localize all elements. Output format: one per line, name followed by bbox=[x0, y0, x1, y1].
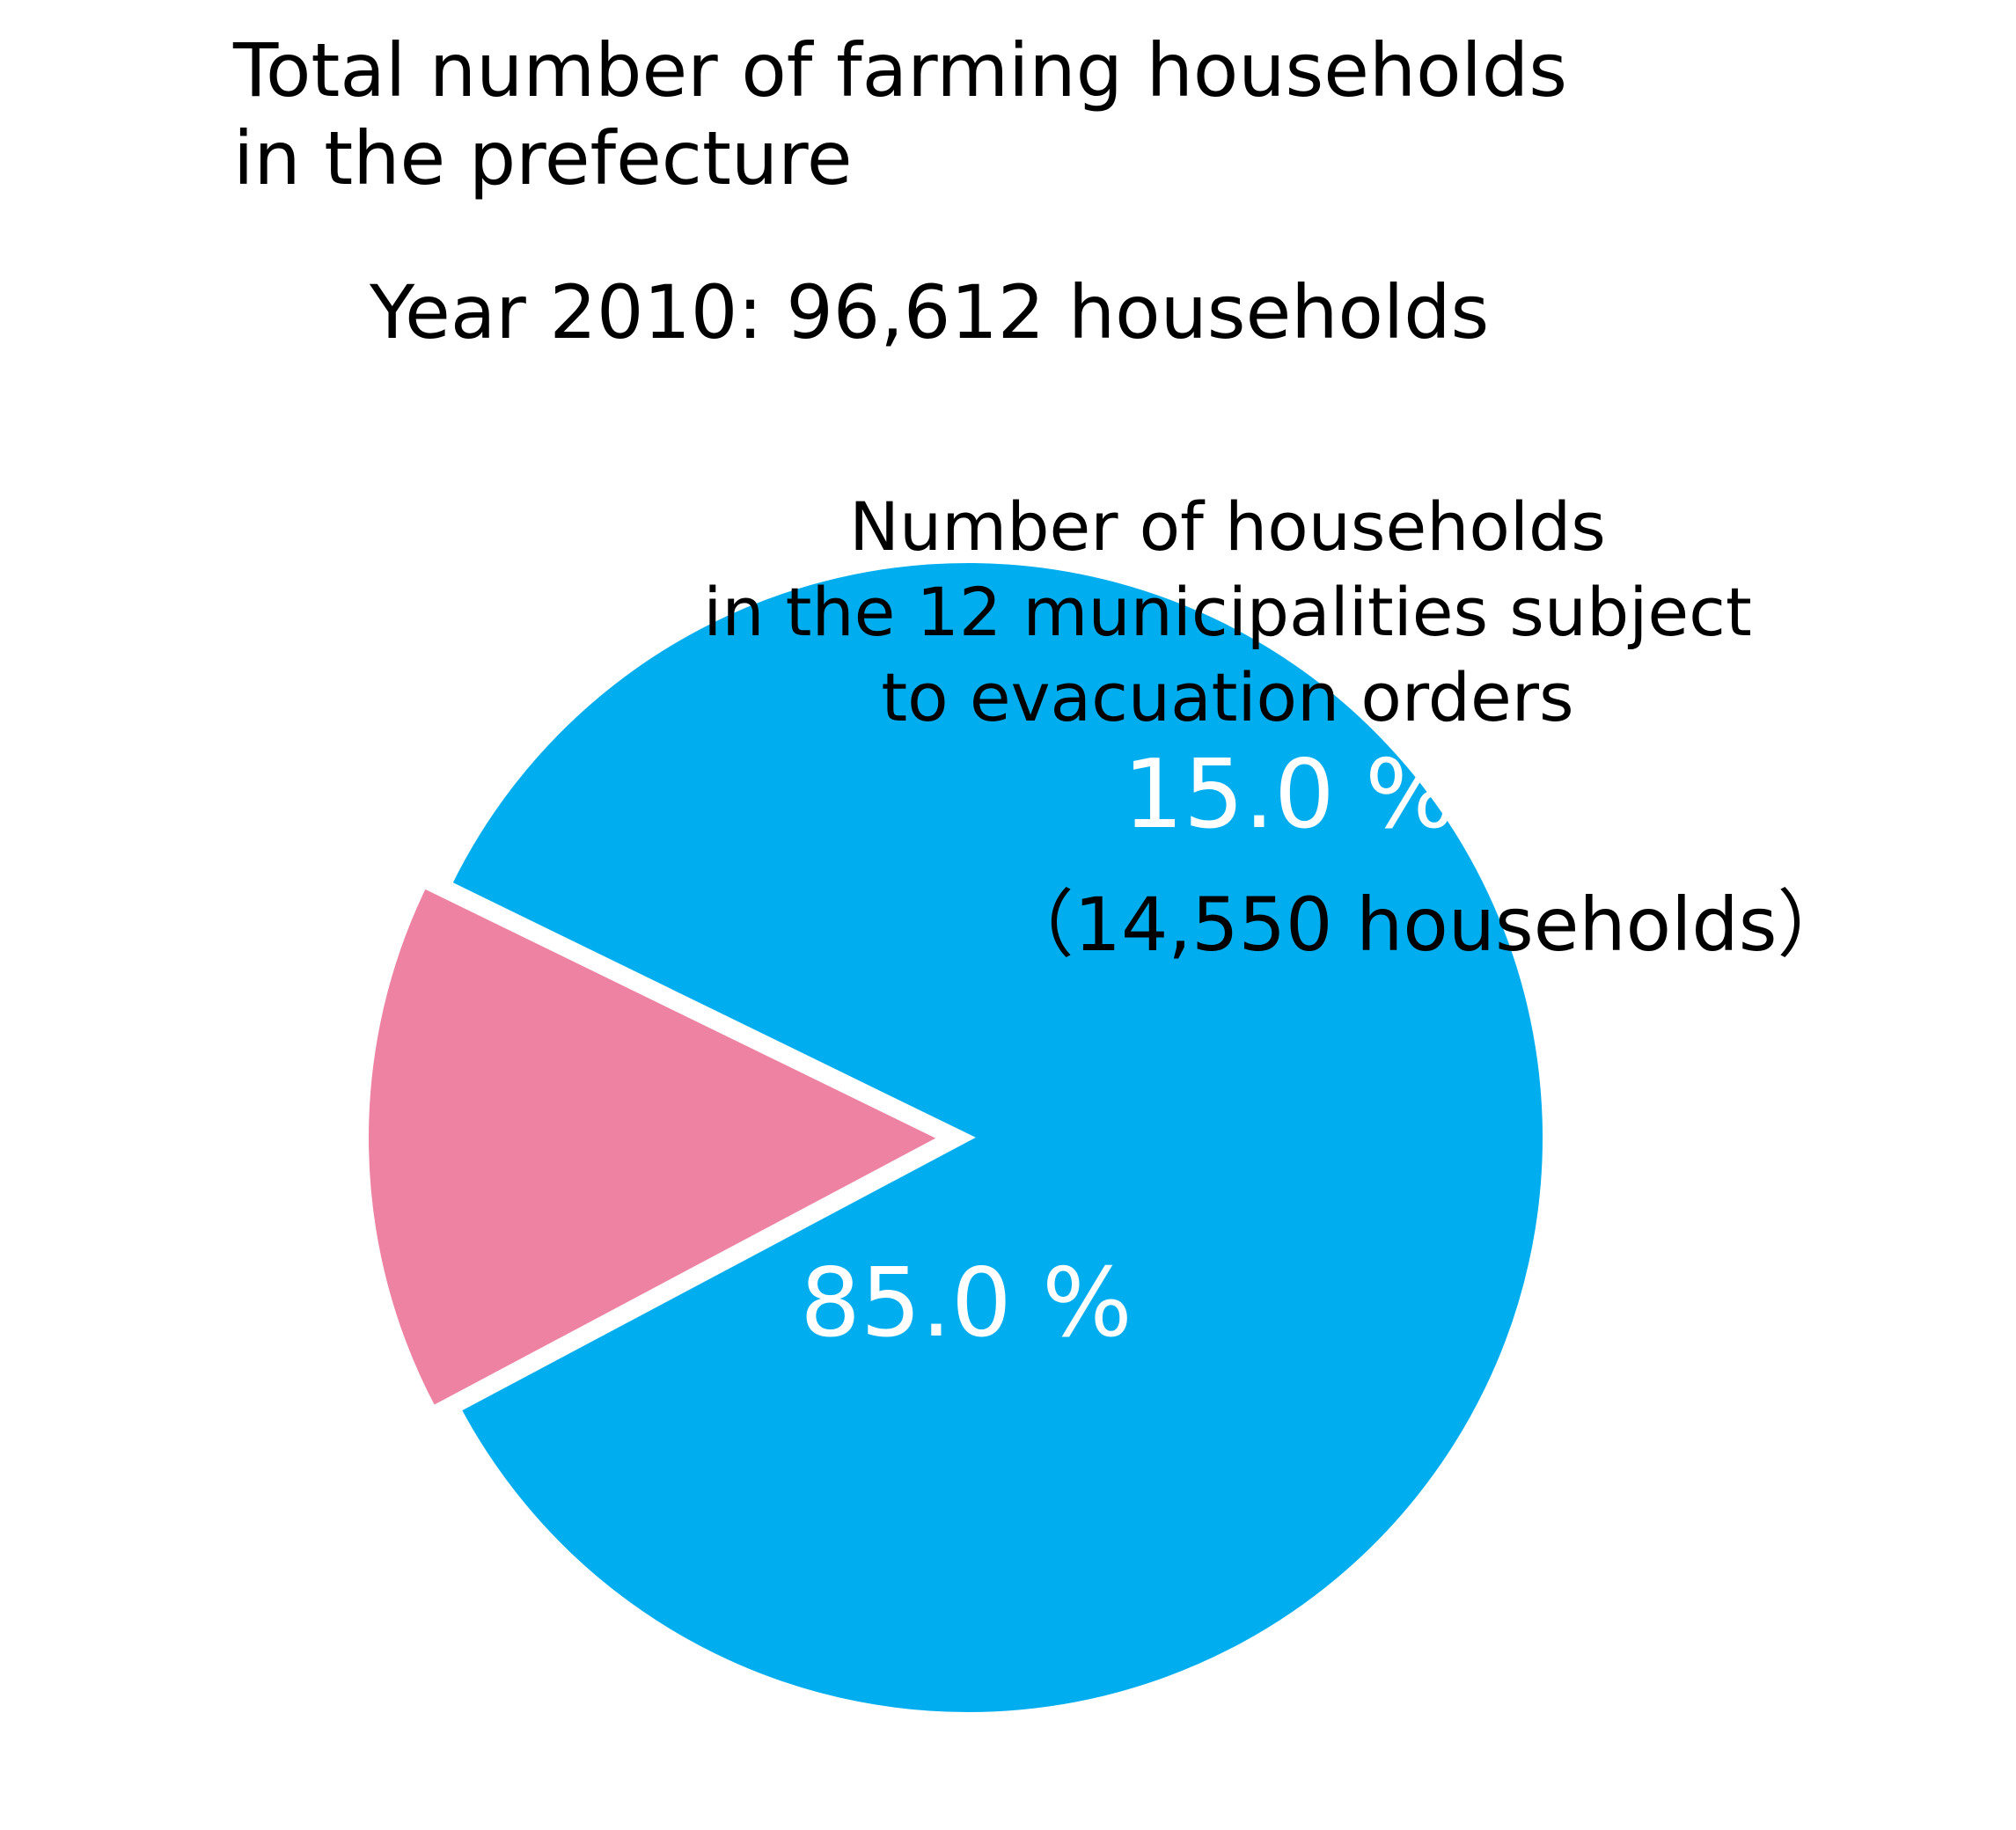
pie-slices bbox=[362, 556, 1550, 1719]
chart-subtitle: Year 2010: 96,612 households bbox=[370, 269, 1490, 355]
pie-slice-evacuation bbox=[362, 880, 951, 1415]
evacuation-label-line-1: Number of households bbox=[849, 487, 1606, 566]
chart-title-line-2: in the prefecture bbox=[233, 115, 853, 201]
pie-slice-main bbox=[444, 556, 1550, 1719]
slice-percent-label-evacuation: 15.0 % bbox=[1123, 740, 1455, 850]
slice-percent-label-main: 85.0 % bbox=[800, 1248, 1132, 1358]
chart-title-line-1: Total number of farming households bbox=[233, 27, 1567, 113]
evacuation-label-line-3: to evacuation orders bbox=[881, 658, 1573, 736]
evacuation-household-count: （14,550 households） bbox=[1001, 882, 1851, 968]
evacuation-label-line-2: in the 12 municipalities subject bbox=[703, 573, 1752, 651]
chart-title: Total number of farming households in th… bbox=[233, 26, 1567, 202]
